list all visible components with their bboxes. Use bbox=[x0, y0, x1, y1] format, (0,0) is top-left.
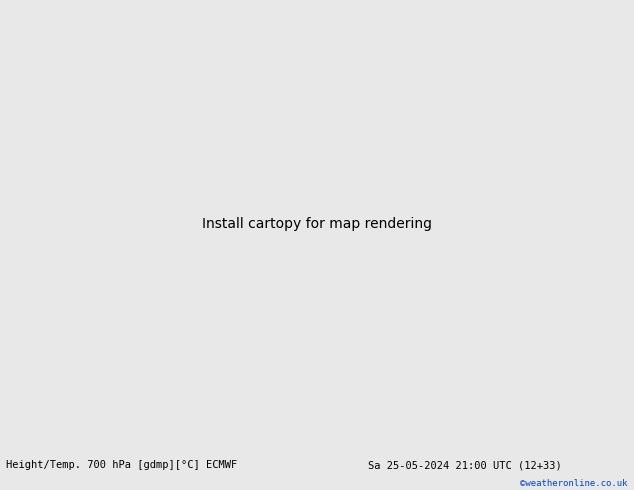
Text: ©weatheronline.co.uk: ©weatheronline.co.uk bbox=[520, 479, 628, 488]
Text: Sa 25-05-2024 21:00 UTC (12+33): Sa 25-05-2024 21:00 UTC (12+33) bbox=[368, 460, 562, 470]
Text: Height/Temp. 700 hPa [gdmp][°C] ECMWF: Height/Temp. 700 hPa [gdmp][°C] ECMWF bbox=[6, 460, 238, 470]
Text: Install cartopy for map rendering: Install cartopy for map rendering bbox=[202, 217, 432, 231]
